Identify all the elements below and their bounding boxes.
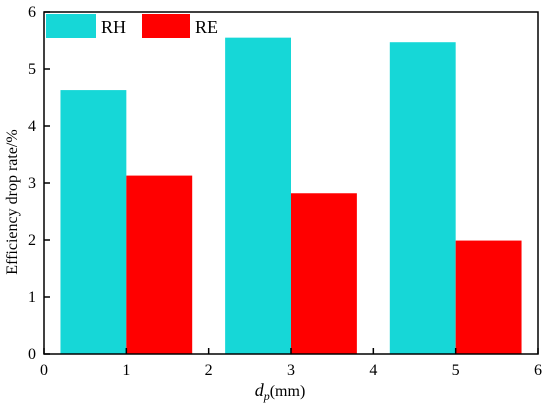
- y-tick-label-3: 3: [28, 175, 36, 192]
- bar-re-3: [291, 193, 357, 354]
- x-tick-label-5: 5: [452, 362, 460, 379]
- bar-rh-1: [60, 90, 127, 354]
- x-tick-label-3: 3: [287, 362, 295, 379]
- bar-rh-5: [389, 42, 456, 355]
- legend-swatch-re: [142, 14, 190, 38]
- y-tick-label-2: 2: [28, 232, 36, 249]
- y-tick-label-6: 6: [28, 4, 36, 21]
- legend: RH RE: [46, 14, 218, 38]
- x-tick-label-0: 0: [40, 362, 48, 379]
- x-tick-label-1: 1: [122, 362, 130, 379]
- bar-re-1: [126, 175, 193, 354]
- bars-group: [60, 37, 522, 355]
- y-tick-label-1: 1: [28, 289, 36, 306]
- x-axis-label-main: d: [255, 380, 265, 400]
- y-tick-label-4: 4: [28, 118, 36, 135]
- x-tick-label-4: 4: [369, 362, 377, 379]
- y-axis-label: Efficiency drop rate/%: [4, 129, 21, 274]
- x-axis-label-unit: (mm): [270, 383, 306, 400]
- bar-rh-3: [225, 37, 291, 355]
- legend-label-re: RE: [195, 17, 218, 37]
- x-axis-label-sub: p: [263, 389, 270, 403]
- x-axis-label: dp(mm): [255, 380, 306, 403]
- bar-re-5: [455, 240, 522, 354]
- axes-group: 0 1 2 3 4 5 6 0 1 2 3 4 5 6: [28, 4, 542, 379]
- x-tick-label-6: 6: [534, 362, 542, 379]
- legend-swatch-rh: [46, 14, 96, 38]
- x-tick-label-2: 2: [205, 362, 213, 379]
- y-tick-label-5: 5: [28, 61, 36, 78]
- legend-label-rh: RH: [101, 17, 126, 37]
- y-tick-label-0: 0: [28, 346, 36, 363]
